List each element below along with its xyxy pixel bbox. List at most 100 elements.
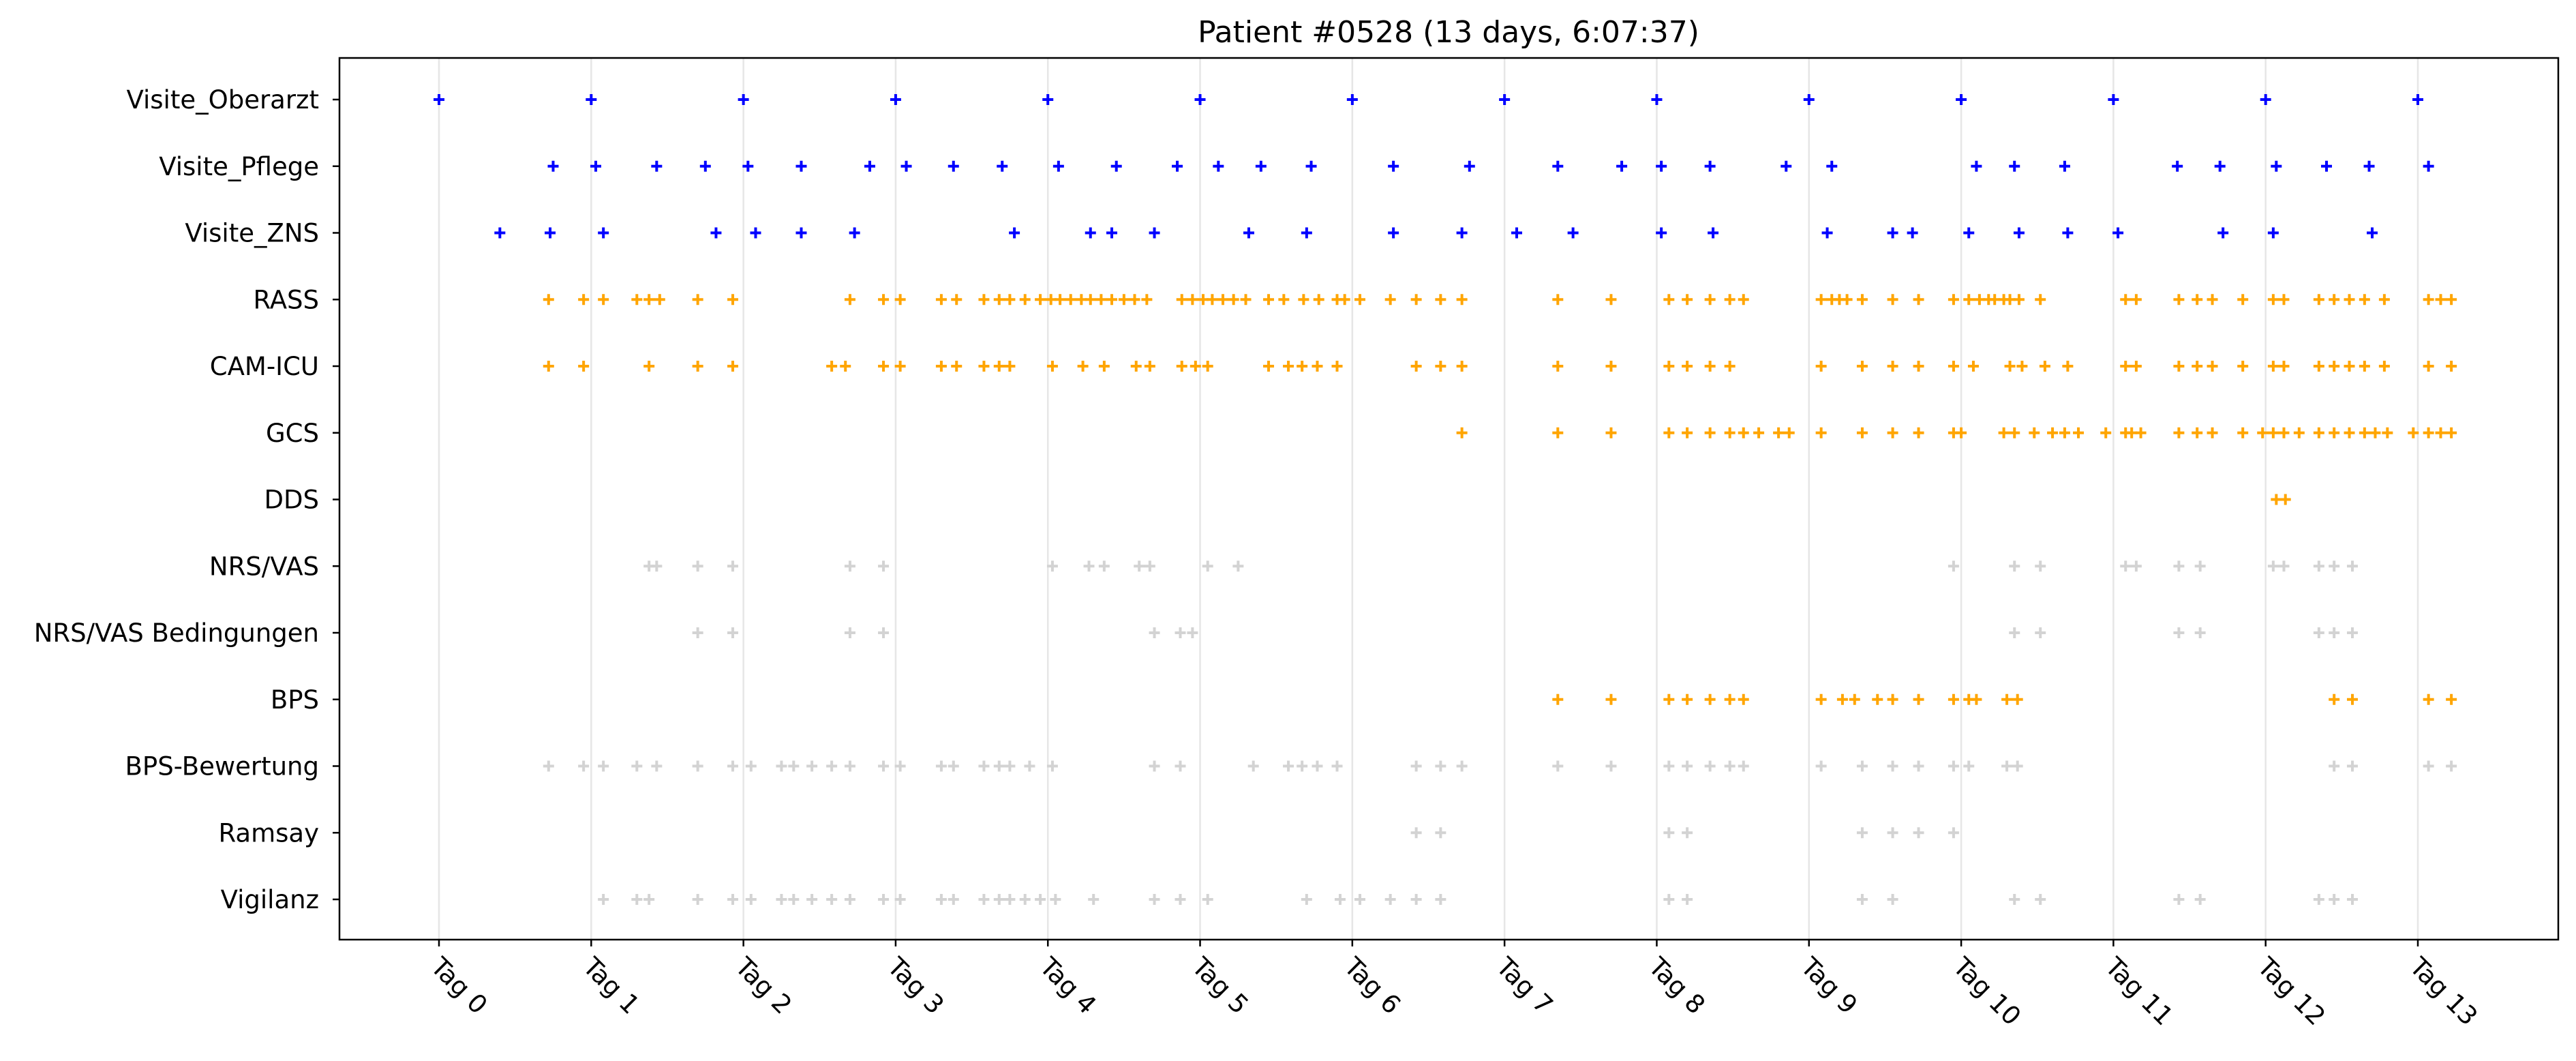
point-7-21 <box>2278 561 2290 572</box>
point-1-10 <box>1052 160 1064 172</box>
point-1-26 <box>2059 160 2070 172</box>
point-12-7 <box>788 894 800 905</box>
point-5-2 <box>1605 427 1617 438</box>
point-6-1 <box>2279 494 2291 505</box>
series-10 <box>543 760 2457 772</box>
point-4-32 <box>1663 361 1675 372</box>
point-1-18 <box>1552 160 1564 172</box>
point-9-6 <box>1738 693 1749 705</box>
point-4-50 <box>2207 361 2218 372</box>
point-2-15 <box>1511 227 1523 239</box>
point-10-8 <box>776 760 787 772</box>
point-10-21 <box>1046 760 1058 772</box>
series-8 <box>692 627 2358 638</box>
point-1-4 <box>742 160 754 172</box>
series-1 <box>547 160 2434 172</box>
point-5-29 <box>2207 427 2218 438</box>
point-9-11 <box>1887 693 1898 705</box>
point-3-13 <box>978 294 990 305</box>
point-12-10 <box>844 894 855 905</box>
point-3-18 <box>1045 294 1057 305</box>
point-3-9 <box>878 294 890 305</box>
point-3-20 <box>1065 294 1076 305</box>
point-12-15 <box>978 894 990 905</box>
point-12-6 <box>776 894 787 905</box>
point-9-3 <box>1682 693 1693 705</box>
point-5-23 <box>2100 427 2112 438</box>
point-10-0 <box>543 760 554 772</box>
point-12-5 <box>745 894 757 905</box>
point-3-44 <box>1435 294 1446 305</box>
point-10-24 <box>1247 760 1259 772</box>
point-11-2 <box>1663 827 1675 839</box>
point-4-40 <box>1948 361 1959 372</box>
point-5-40 <box>2382 427 2393 438</box>
point-12-38 <box>2194 894 2206 905</box>
point-4-23 <box>1283 361 1294 372</box>
point-0-8 <box>1651 94 1663 105</box>
point-3-73 <box>2207 294 2218 305</box>
point-12-31 <box>1663 894 1675 905</box>
point-12-2 <box>643 894 655 905</box>
point-12-25 <box>1301 894 1312 905</box>
y-axis: Visite_Oberarzt Visite_Pflege Visite_ZNS RA… <box>34 85 339 914</box>
point-5-10 <box>1783 427 1795 438</box>
point-12-22 <box>1149 894 1160 905</box>
point-5-18 <box>2009 427 2020 438</box>
point-10-39 <box>1815 760 1827 772</box>
point-3-67 <box>2013 294 2025 305</box>
point-5-22 <box>2073 427 2085 438</box>
point-9-2 <box>1663 693 1675 705</box>
point-5-9 <box>1773 427 1785 438</box>
point-11-1 <box>1435 827 1446 839</box>
ytick-label-9: BPS <box>271 685 319 715</box>
point-3-50 <box>1704 294 1716 305</box>
point-0-11 <box>2108 94 2119 105</box>
point-3-26 <box>1129 294 1140 305</box>
point-5-32 <box>2267 427 2279 438</box>
point-4-46 <box>2120 361 2132 372</box>
point-1-3 <box>699 160 711 172</box>
point-10-34 <box>1663 760 1675 772</box>
point-1-17 <box>1464 160 1475 172</box>
point-0-4 <box>1042 94 1054 105</box>
series-5 <box>1456 427 2457 438</box>
point-10-45 <box>2001 760 2013 772</box>
point-11-4 <box>1856 827 1868 839</box>
point-12-30 <box>1435 894 1446 905</box>
point-1-20 <box>1656 160 1667 172</box>
point-9-8 <box>1836 693 1848 705</box>
point-7-2 <box>692 561 703 572</box>
point-7-22 <box>2313 561 2324 572</box>
point-10-35 <box>1682 760 1693 772</box>
point-12-36 <box>2035 894 2046 905</box>
point-3-76 <box>2278 294 2290 305</box>
point-3-0 <box>543 294 554 305</box>
point-0-3 <box>890 94 901 105</box>
point-4-52 <box>2267 361 2279 372</box>
point-9-4 <box>1704 693 1716 705</box>
point-12-39 <box>2313 894 2324 905</box>
point-2-3 <box>710 227 722 239</box>
point-4-8 <box>894 361 906 372</box>
point-1-30 <box>2321 160 2333 172</box>
point-4-60 <box>2446 361 2457 372</box>
point-12-35 <box>2009 894 2020 905</box>
point-12-26 <box>1334 894 1346 905</box>
point-12-27 <box>1354 894 1366 905</box>
data-points <box>434 94 2457 905</box>
point-4-10 <box>951 361 963 372</box>
series-7 <box>643 561 2358 572</box>
point-3-84 <box>2446 294 2457 305</box>
point-4-16 <box>1098 361 1110 372</box>
point-3-1 <box>578 294 590 305</box>
point-1-16 <box>1388 160 1399 172</box>
point-2-12 <box>1301 227 1312 239</box>
point-9-5 <box>1724 693 1736 705</box>
point-10-37 <box>1724 760 1736 772</box>
point-4-56 <box>2344 361 2355 372</box>
point-2-2 <box>598 227 609 239</box>
point-1-5 <box>795 160 807 172</box>
point-10-38 <box>1738 760 1749 772</box>
point-3-40 <box>1339 294 1350 305</box>
